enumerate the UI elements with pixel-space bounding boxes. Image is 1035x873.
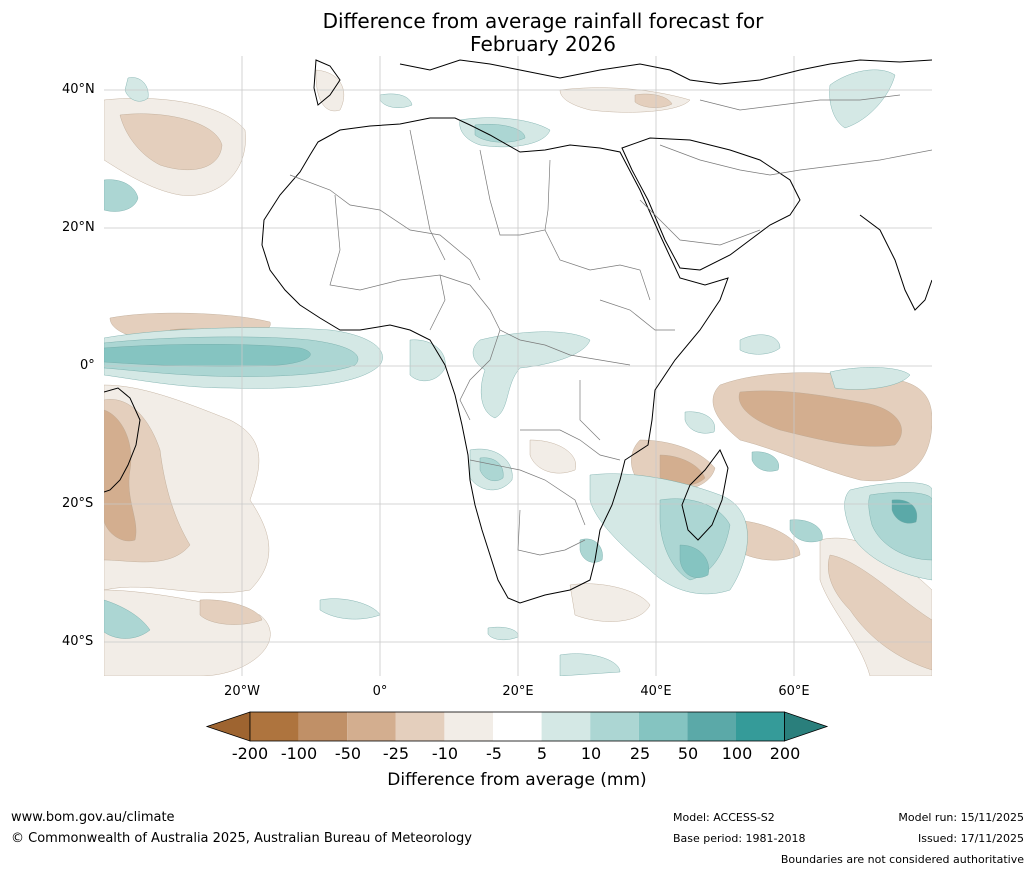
- footer-base-period: Base period: 1981-2018: [673, 832, 806, 845]
- map-frame: [104, 56, 932, 676]
- colorbar-frame: [249, 711, 785, 742]
- colorbar-tick: 200: [769, 744, 801, 763]
- colorbar-tick: -200: [231, 744, 269, 763]
- lat-label-0: 0°: [80, 358, 95, 373]
- lon-label-60e: 60°E: [778, 684, 810, 699]
- madagascar-coastline: [681, 449, 729, 541]
- lat-label-20n: 20°N: [62, 220, 95, 235]
- colorbar-segment: [250, 712, 299, 741]
- colorbar-tick: -100: [280, 744, 318, 763]
- lat-label-40s: 40°S: [62, 634, 94, 649]
- colorbar-segment: [736, 712, 785, 741]
- footer-disclaimer: Boundaries are not considered authoritat…: [780, 853, 1024, 866]
- colorbar-label: Difference from average (mm): [387, 770, 647, 790]
- india-coastline: [859, 214, 932, 311]
- footer-copyright: © Commonwealth of Australia 2025, Austra…: [11, 831, 472, 846]
- arabia-coastline: [621, 137, 801, 271]
- lat-label-20s: 20°S: [62, 496, 94, 511]
- colorbar-segment: [541, 712, 591, 741]
- footer-model-run: Model run: 15/11/2025: [898, 811, 1024, 824]
- europe-coastline: [313, 59, 932, 106]
- colorbar-segment: [590, 712, 639, 741]
- colorbar-segment: [395, 712, 445, 741]
- lon-label-40e: 40°E: [640, 684, 672, 699]
- colorbar-tick: 50: [677, 744, 699, 763]
- colorbar-segment: [347, 712, 396, 741]
- lon-label-20e: 20°E: [502, 684, 534, 699]
- footer-website: www.bom.gov.au/climate: [11, 810, 175, 825]
- colorbar-tick: -50: [334, 744, 362, 763]
- south-america-coastline: [104, 387, 141, 493]
- lon-label-20w: 20°W: [224, 684, 260, 699]
- colorbar-segment: [444, 712, 493, 741]
- colorbar-tick: 5: [536, 744, 548, 763]
- colorbar-segment: [298, 712, 348, 741]
- colorbar-tick: -10: [431, 744, 459, 763]
- footer-issued: Issued: 17/11/2025: [917, 832, 1024, 845]
- colorbar-segment: [687, 712, 736, 741]
- lon-label-0: 0°: [372, 684, 388, 699]
- country-boundaries: [289, 94, 932, 556]
- colorbar-tick: 25: [629, 744, 651, 763]
- africa-coastline: [261, 117, 729, 604]
- colorbar: [205, 711, 829, 742]
- colorbar-extend-low: [205, 711, 251, 742]
- colorbar-tick: -5: [486, 744, 502, 763]
- colorbar-extend-high: [784, 711, 829, 742]
- colorbar-tick: -25: [382, 744, 410, 763]
- colorbar-tick: 10: [580, 744, 602, 763]
- footer-model: Model: ACCESS-S2: [673, 811, 775, 824]
- title-line-2: February 2026: [470, 32, 616, 56]
- colorbar-tick: 100: [721, 744, 753, 763]
- coastlines: [104, 59, 932, 604]
- map-title: Difference from average rainfall forecas…: [0, 10, 1035, 56]
- lat-label-40n: 40°N: [62, 82, 95, 97]
- colorbar-segment: [638, 712, 688, 741]
- title-line-1: Difference from average rainfall forecas…: [322, 9, 764, 33]
- graticule: [104, 56, 932, 676]
- colorbar-segment: [493, 712, 542, 741]
